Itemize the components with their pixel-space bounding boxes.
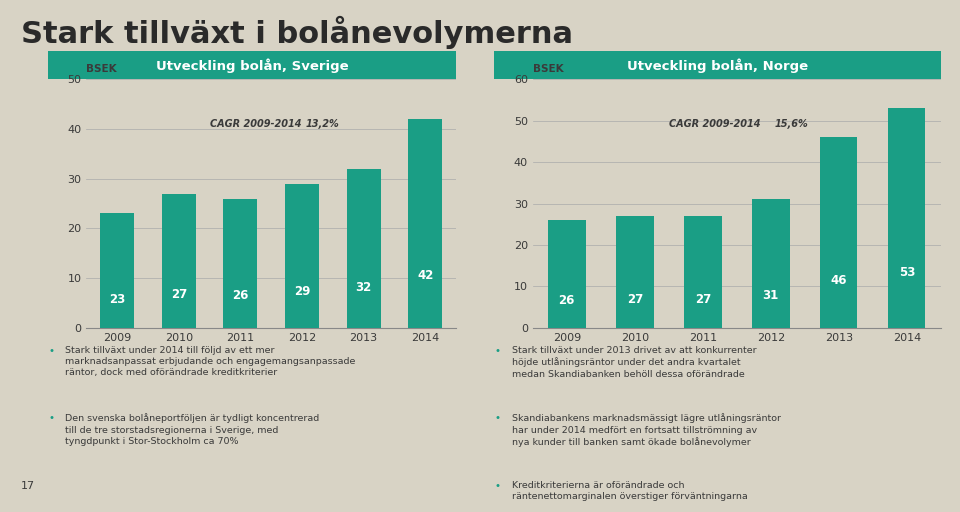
Bar [684,216,722,328]
Text: CAGR 2009-2014: CAGR 2009-2014 [209,119,301,129]
Text: 46: 46 [830,273,847,287]
Text: Stark tillväxt under 2013 drivet av att konkurrenter
höjde utlåningsräntor under: Stark tillväxt under 2013 drivet av att … [512,346,756,379]
Text: 13,2%: 13,2% [305,119,339,129]
Bar [888,109,925,328]
Text: 26: 26 [232,289,249,302]
Bar [616,216,654,328]
Text: 31: 31 [762,289,779,302]
Text: Stark tillväxt i bolånevolymerna: Stark tillväxt i bolånevolymerna [21,15,573,49]
Text: CAGR 2009-2014: CAGR 2009-2014 [669,119,760,129]
Text: 29: 29 [294,285,310,298]
Bar [548,220,586,328]
Bar [100,214,134,328]
Text: 53: 53 [899,266,915,280]
Text: •: • [48,346,54,356]
Text: Utveckling bolån, Sverige: Utveckling bolån, Sverige [156,58,348,73]
Bar [820,137,857,328]
Text: 27: 27 [695,293,711,306]
Text: BSEK: BSEK [86,65,117,74]
Text: 15,6%: 15,6% [774,119,808,129]
Text: •: • [494,481,500,491]
Text: 27: 27 [171,288,187,301]
Bar [408,119,443,328]
Text: 27: 27 [627,293,643,306]
Text: •: • [494,413,500,423]
Text: 42: 42 [417,269,433,282]
Text: Skandiabankens marknadsmässigt lägre utlåningsräntor
har under 2014 medfört en f: Skandiabankens marknadsmässigt lägre utl… [512,413,780,447]
Text: BSEK: BSEK [533,65,564,74]
Text: 17: 17 [21,481,36,491]
Text: •: • [48,413,54,423]
Text: 32: 32 [355,282,372,294]
Bar [752,199,789,328]
Bar [285,184,319,328]
Text: 26: 26 [559,294,575,307]
Text: 23: 23 [109,293,126,306]
Text: Stark tillväxt under 2014 till följd av ett mer
marknadsanpassat erbjudande och : Stark tillväxt under 2014 till följd av … [65,346,355,377]
Text: Utveckling bolån, Norge: Utveckling bolån, Norge [627,58,808,73]
Text: Den svenska bolåneportföljen är tydligt koncentrerad
till de tre storstadsregion: Den svenska bolåneportföljen är tydligt … [65,413,320,446]
Bar [347,169,380,328]
Bar [224,199,257,328]
Text: Kreditkriterierna är oförändrade och
räntenettomarginalen överstiger förväntning: Kreditkriterierna är oförändrade och rän… [512,481,748,501]
Bar [162,194,196,328]
Text: •: • [494,346,500,356]
